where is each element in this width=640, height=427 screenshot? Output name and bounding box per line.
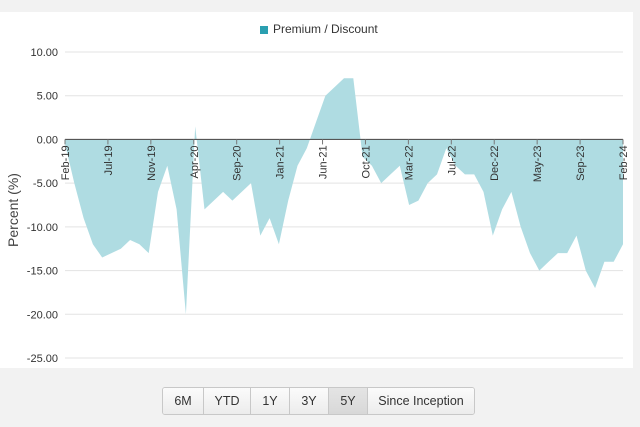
x-tick-label: Sep-23 — [575, 145, 587, 180]
x-tick-label: Nov-19 — [146, 145, 158, 180]
y-axis-label: Percent (%) — [5, 173, 21, 247]
y-tick-label: 5.00 — [37, 91, 58, 103]
x-tick-label: Jul-19 — [103, 145, 115, 175]
y-tick-label: -10.00 — [27, 222, 58, 234]
range-selector: 6M YTD 1Y 3Y 5Y Since Inception — [162, 387, 475, 415]
x-tick-label: Feb-19 — [60, 145, 72, 180]
x-tick-labels: Feb-19 Jul-19 Nov-19 Apr-20 Sep-20 Jan-21 Jun-… — [60, 139, 630, 182]
chart-legend[interactable]: Premium / Discount — [260, 22, 378, 36]
y-tick-label: 0.00 — [37, 134, 58, 146]
x-tick-label: Feb-24 — [618, 145, 630, 180]
x-tick-label: Jul-22 — [446, 145, 458, 175]
x-tick-label: Jun-21 — [318, 145, 330, 179]
chart-panel: Premium / Discount Percent (%) 10.00 5.00… — [0, 12, 633, 368]
x-tick-label: May-23 — [532, 145, 544, 182]
x-tick-label: Sep-20 — [232, 145, 244, 180]
range-button-1y[interactable]: 1Y — [251, 388, 290, 414]
x-tick-label: Oct-21 — [360, 145, 372, 178]
range-button-ytd[interactable]: YTD — [204, 388, 251, 414]
premium-discount-area — [65, 78, 623, 315]
y-tick-labels: 10.00 5.00 0.00 -5.00 -10.00 -15.00 -20.00 -25.… — [27, 47, 58, 365]
range-button-3y[interactable]: 3Y — [290, 388, 329, 414]
y-tick-label: -25.00 — [27, 353, 58, 365]
x-tick-label: Mar-22 — [403, 145, 415, 180]
y-tick-label: -15.00 — [27, 266, 58, 278]
range-button-since-inception[interactable]: Since Inception — [368, 388, 474, 414]
y-tick-label: 10.00 — [30, 47, 58, 59]
range-button-6m[interactable]: 6M — [163, 388, 204, 414]
legend-label: Premium / Discount — [273, 22, 378, 36]
y-tick-label: -5.00 — [33, 178, 58, 190]
x-tick-label: Jan-21 — [275, 145, 287, 179]
legend-swatch — [260, 26, 268, 34]
x-tick-label: Dec-22 — [489, 145, 501, 180]
premium-discount-chart: Premium / Discount Percent (%) 10.00 5.00… — [5, 22, 630, 365]
y-tick-label: -20.00 — [27, 309, 58, 321]
x-tick-label: Apr-20 — [189, 145, 201, 178]
range-button-5y[interactable]: 5Y — [329, 388, 368, 414]
